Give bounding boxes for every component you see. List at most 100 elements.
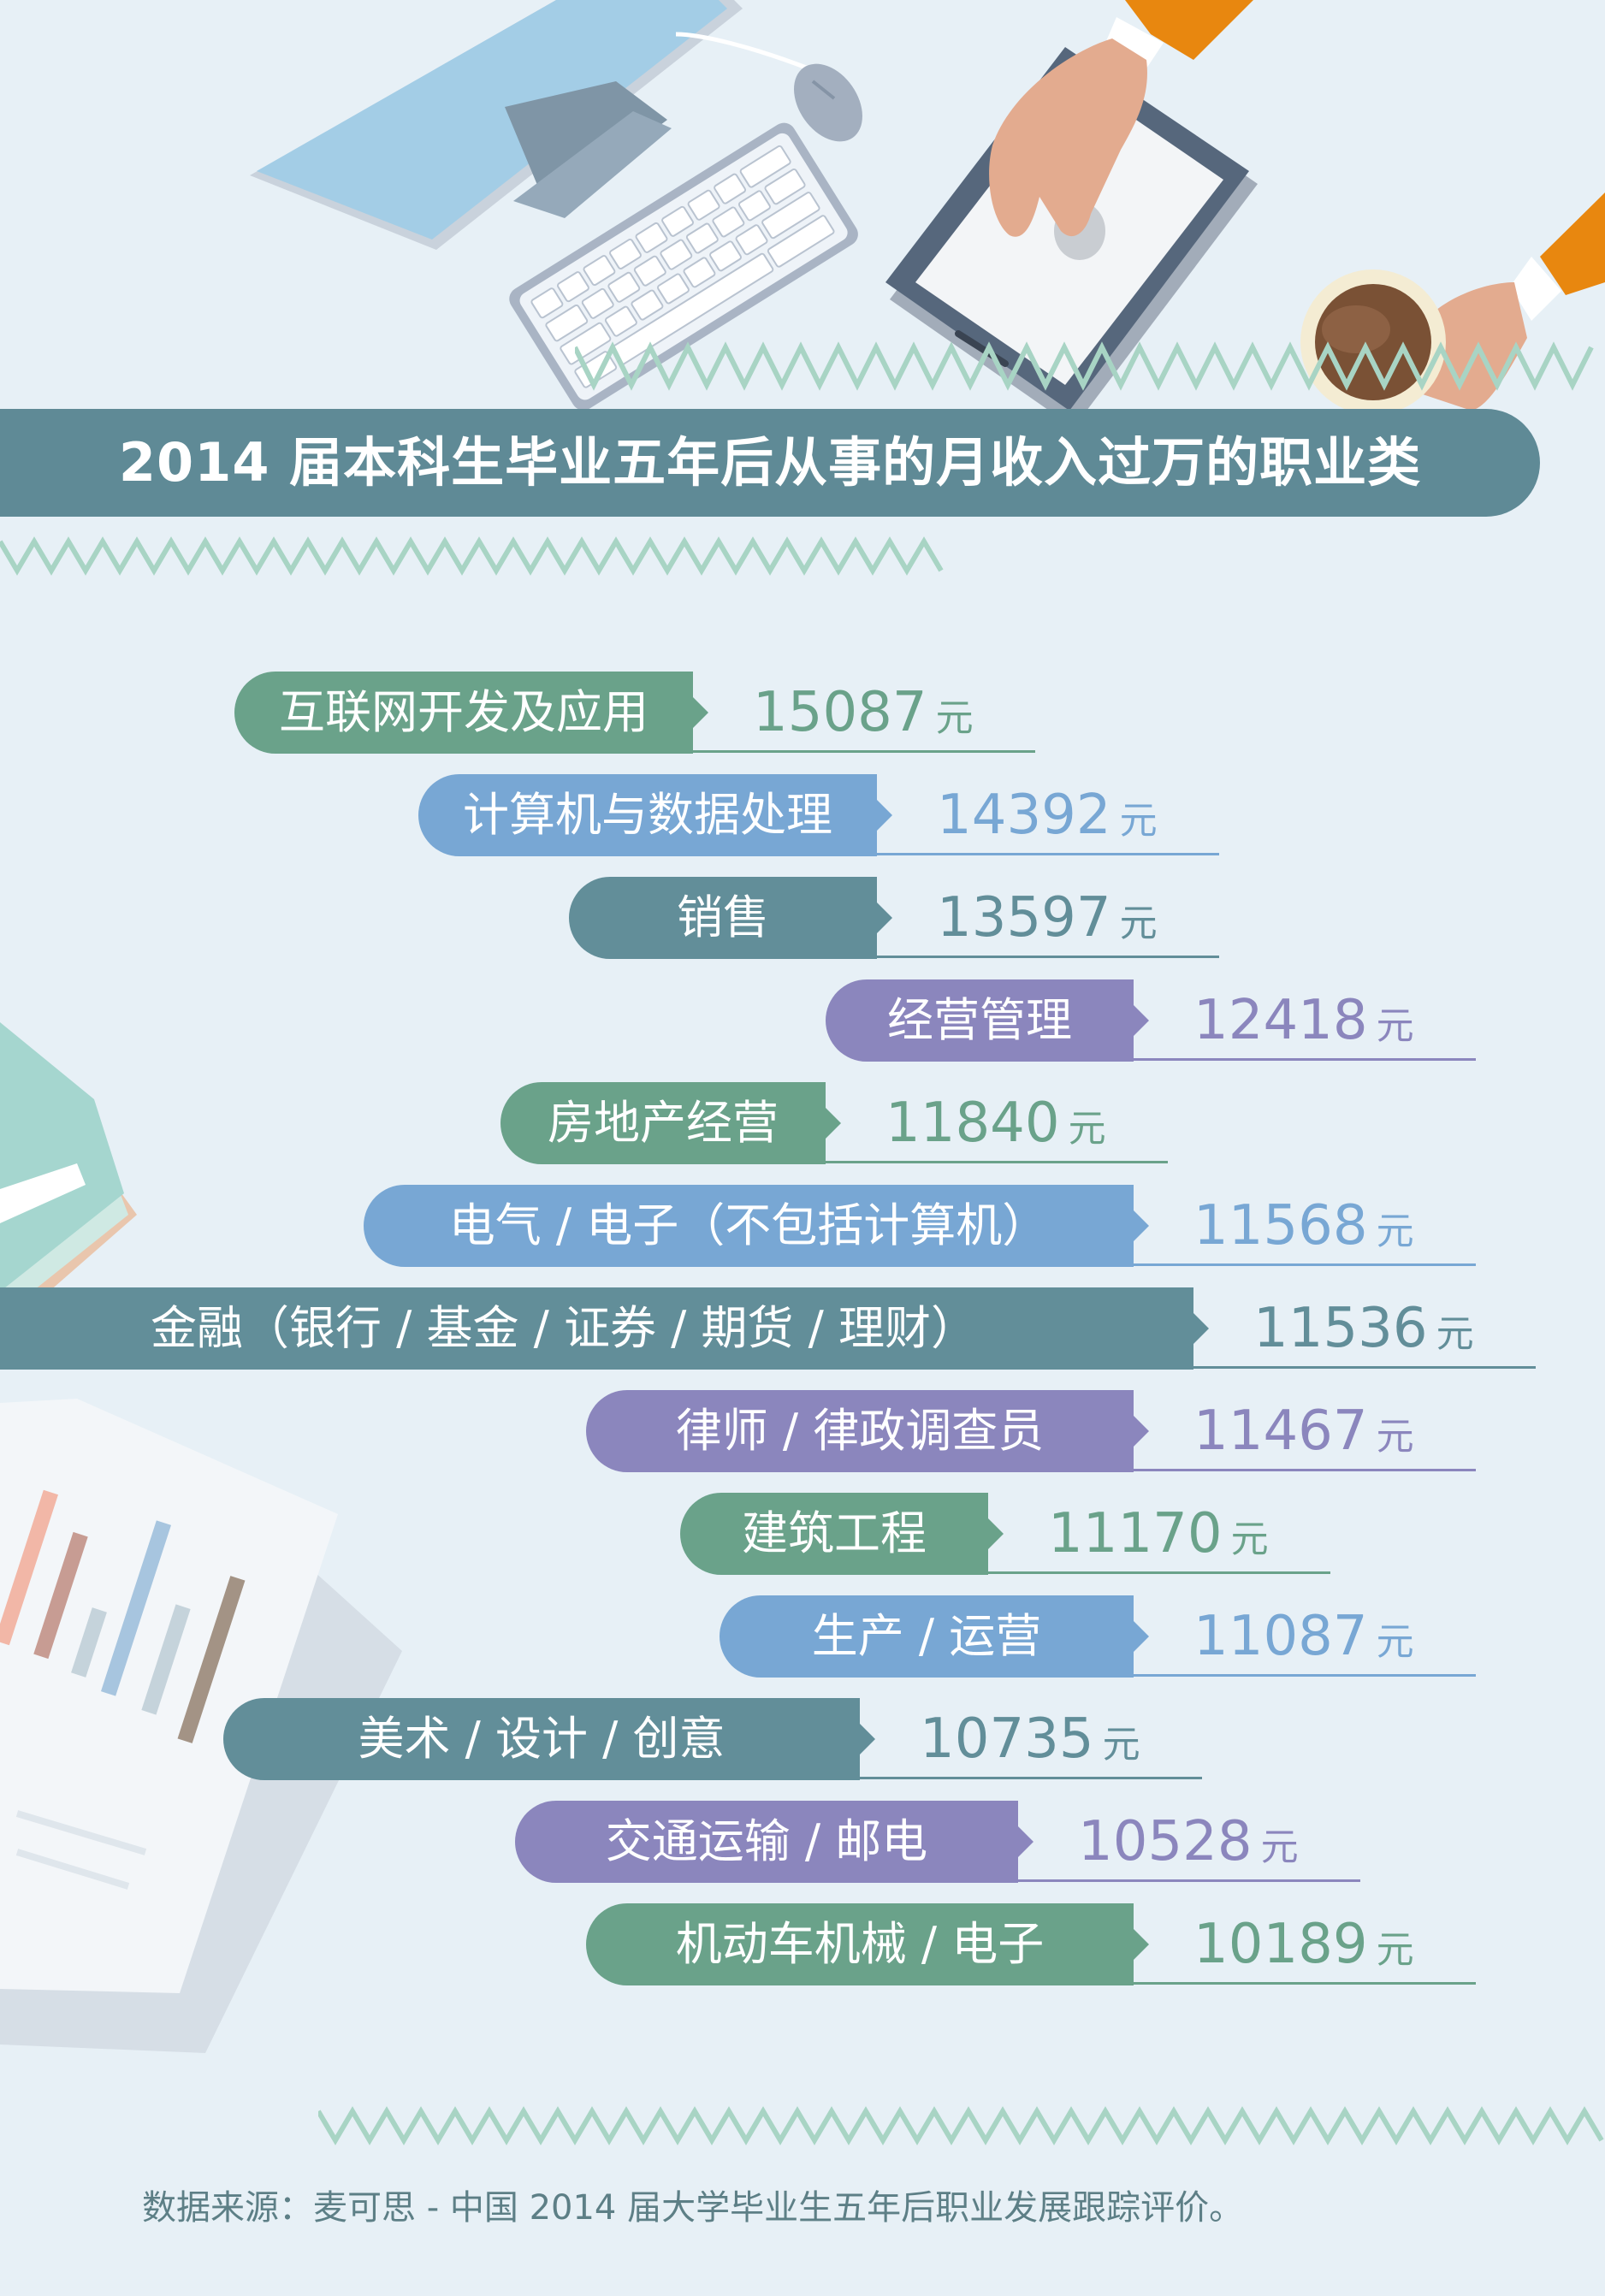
bar	[586, 1903, 1134, 1985]
value-number: 11840	[885, 1092, 1060, 1155]
data-label: 10189 元	[1193, 1903, 1414, 1985]
value-number: 15087	[753, 681, 927, 744]
bar-arrow	[1134, 1210, 1149, 1241]
data-label: 14392 元	[937, 774, 1158, 856]
category-label: 美术 / 设计 / 创意	[358, 1712, 726, 1766]
value-unit: 元	[1376, 1210, 1414, 1253]
bar-arrow	[693, 697, 708, 728]
value-underline	[693, 750, 1035, 753]
data-label: 11840 元	[885, 1082, 1106, 1164]
bar	[680, 1493, 988, 1575]
bar	[0, 1287, 1193, 1370]
value-underline	[877, 956, 1219, 958]
chart-title: 2014 届本科生毕业五年后从事的月收入过万的职业类	[118, 431, 1422, 494]
value-unit: 元	[1260, 1826, 1299, 1869]
data-label: 11467 元	[1193, 1390, 1414, 1472]
zigzag-decoration-top	[575, 341, 1594, 391]
category-label: 机动车机械 / 电子	[675, 1917, 1045, 1971]
mouse-icon	[675, 32, 862, 142]
source-note: 数据来源：麦可思 - 中国 2014 届大学毕业生五年后职业发展跟踪评价。	[142, 2188, 1244, 2228]
value-unit: 元	[1119, 902, 1158, 945]
bar	[500, 1082, 826, 1164]
bar-row: 交通运输 / 邮电 10528 元	[0, 1801, 1605, 1883]
bar-row: 生产 / 运营 11087 元	[0, 1595, 1605, 1678]
bar	[418, 774, 877, 856]
bar	[826, 979, 1134, 1062]
value-number: 10528	[1078, 1810, 1253, 1873]
value-unit: 元	[1119, 799, 1158, 843]
bar-row: 金融（银行 / 基金 / 证券 / 期货 / 理财） 11536 元	[0, 1287, 1605, 1370]
bar-row: 电气 / 电子（不包括计算机） 11568 元	[0, 1185, 1605, 1267]
value-number: 14392	[937, 784, 1111, 847]
data-label: 15087 元	[753, 672, 974, 754]
bar	[569, 877, 877, 959]
bar-arrow	[860, 1724, 875, 1755]
bar-row: 房地产经营 11840 元	[0, 1082, 1605, 1164]
bar-arrow	[826, 1108, 841, 1139]
bar-arrow	[1134, 1929, 1149, 1960]
bar	[586, 1390, 1134, 1472]
data-label: 13597 元	[937, 877, 1158, 959]
value-unit: 元	[1068, 1107, 1106, 1151]
category-label: 建筑工程	[742, 1506, 927, 1560]
category-label: 金融（银行 / 基金 / 证券 / 期货 / 理财）	[150, 1301, 978, 1355]
zigzag-decoration-bottom	[318, 2106, 1604, 2145]
data-label: 11087 元	[1193, 1595, 1414, 1678]
title-banner	[0, 409, 1540, 517]
value-underline	[988, 1571, 1330, 1574]
value-underline	[877, 853, 1219, 855]
bar-arrow	[988, 1518, 1004, 1549]
category-label: 互联网开发及应用	[279, 685, 649, 739]
value-number: 11087	[1193, 1605, 1368, 1668]
data-label: 11170 元	[1048, 1493, 1269, 1575]
value-underline	[1134, 1469, 1476, 1471]
data-label: 10735 元	[920, 1698, 1140, 1780]
value-underline	[826, 1161, 1168, 1163]
value-underline	[860, 1777, 1202, 1779]
value-number: 11568	[1193, 1194, 1368, 1257]
data-label: 11568 元	[1193, 1185, 1414, 1267]
bar-arrow	[1018, 1826, 1033, 1857]
data-label: 12418 元	[1193, 979, 1414, 1062]
category-label: 房地产经营	[548, 1096, 779, 1150]
bar	[720, 1595, 1134, 1678]
value-number: 11536	[1253, 1297, 1428, 1360]
bar-row: 建筑工程 11170 元	[0, 1493, 1605, 1575]
value-underline	[1134, 1263, 1476, 1266]
value-number: 11467	[1193, 1399, 1368, 1463]
bar-arrow	[1193, 1313, 1209, 1344]
bar-arrow	[1134, 1005, 1149, 1036]
category-label: 销售	[677, 891, 769, 944]
value-unit: 元	[935, 696, 974, 740]
bar-arrow	[1134, 1621, 1149, 1652]
data-label: 10528 元	[1078, 1801, 1299, 1883]
bar-row: 互联网开发及应用 15087 元	[0, 672, 1605, 754]
category-label: 生产 / 运营	[811, 1609, 1042, 1663]
category-label: 计算机与数据处理	[463, 788, 832, 842]
bar	[515, 1801, 1018, 1883]
coffee-cup-icon	[1300, 269, 1446, 415]
value-unit: 元	[1376, 1928, 1414, 1972]
zigzag-decoration-under-title	[0, 536, 944, 576]
value-number: 10735	[920, 1707, 1094, 1771]
bar	[234, 672, 693, 754]
value-number: 12418	[1193, 989, 1368, 1052]
value-unit: 元	[1436, 1312, 1474, 1356]
category-label: 交通运输 / 邮电	[605, 1814, 928, 1868]
category-label: 电气 / 电子（不包括计算机）	[448, 1198, 1049, 1252]
bar-arrow	[877, 902, 892, 933]
bar-row: 美术 / 设计 / 创意 10735 元	[0, 1698, 1605, 1780]
value-number: 13597	[937, 886, 1111, 950]
bar-row: 计算机与数据处理 14392 元	[0, 774, 1605, 856]
bar-row: 律师 / 律政调查员 11467 元	[0, 1390, 1605, 1472]
value-unit: 元	[1376, 1004, 1414, 1048]
bar-row: 机动车机械 / 电子 10189 元	[0, 1903, 1605, 1985]
value-unit: 元	[1376, 1620, 1414, 1664]
bar-arrow	[877, 800, 892, 831]
value-underline	[1134, 1982, 1476, 1985]
value-number: 11170	[1048, 1502, 1223, 1565]
bar-row: 销售 13597 元	[0, 877, 1605, 959]
value-underline	[1134, 1674, 1476, 1677]
